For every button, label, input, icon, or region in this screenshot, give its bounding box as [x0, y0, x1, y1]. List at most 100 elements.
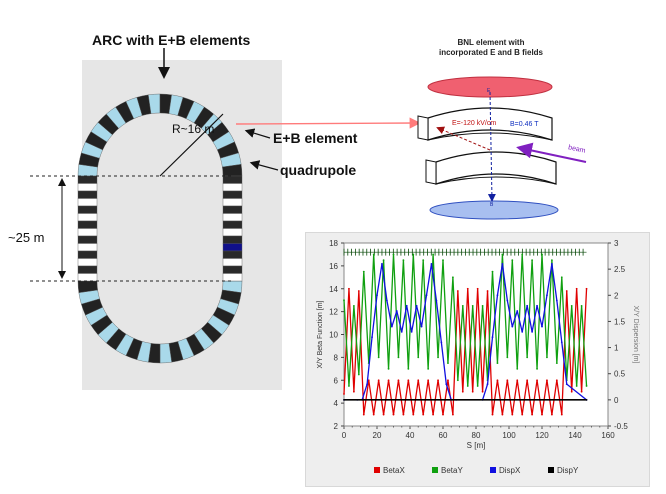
point-betax — [551, 413, 553, 416]
y2-tick-label: 0 — [614, 396, 619, 405]
y2-tick-label: -0.5 — [614, 422, 628, 431]
point-dispx — [435, 299, 438, 302]
radius-label: R~16 m — [172, 122, 215, 136]
point-betax — [456, 290, 459, 292]
plot-svg: 2 4 6 8 10 12 14 16 18 -0.5 0 0.5 1 1.5 2 2.5 3 0 20 40 60 80… — [317, 239, 639, 475]
point-betax — [481, 390, 484, 393]
legend-swatch-dispx — [490, 467, 496, 473]
x-tick-label: 40 — [406, 431, 415, 440]
point-betax — [496, 379, 499, 382]
bnl-title-line1: BNL element with — [457, 38, 525, 47]
point-dispx — [415, 304, 418, 307]
bnl-element-drawing — [417, 76, 587, 220]
point-betax — [541, 413, 543, 416]
point-betax — [452, 413, 454, 416]
straight-magnet-right — [222, 273, 243, 282]
e-marker: E — [487, 88, 491, 94]
point-dispx — [565, 383, 568, 386]
point-dispx — [531, 330, 533, 333]
quad-pointer-arrow — [249, 160, 279, 171]
legend-label-betax: BetaX — [383, 466, 405, 475]
point-betax — [506, 379, 509, 382]
straight-magnet-left — [77, 243, 98, 252]
point-betay — [476, 385, 479, 387]
y-tick-label: 18 — [329, 239, 338, 248]
point-dispx — [390, 325, 393, 328]
straight-magnet-right — [222, 265, 243, 274]
legend-swatch-betax — [374, 467, 380, 473]
point-betay — [422, 259, 425, 262]
y2-tick-label: 2 — [614, 291, 619, 300]
b-marker: B — [490, 202, 494, 208]
point-betax — [501, 413, 504, 416]
point-betay — [392, 253, 395, 256]
point-betay — [521, 253, 524, 256]
point-dispx — [516, 310, 519, 312]
y-axis-label: X/Y Beta Function [m] — [317, 300, 324, 368]
point-betay — [407, 367, 410, 370]
point-betay — [496, 362, 499, 364]
point-dispy — [343, 398, 345, 401]
straight-magnet-right — [222, 243, 243, 252]
point-betax — [437, 379, 439, 382]
x-tick-label: 160 — [601, 431, 615, 440]
point-betax — [432, 413, 434, 416]
point-betax — [516, 379, 519, 382]
x-tick-label: 20 — [373, 431, 382, 440]
point-betax — [476, 287, 479, 290]
point-betay — [382, 259, 385, 262]
point-betax — [387, 379, 390, 382]
top-plate — [427, 76, 553, 98]
point-betax — [531, 413, 533, 416]
straight-magnet-right — [222, 228, 243, 237]
point-dispx — [486, 383, 489, 386]
point-betax — [555, 379, 558, 382]
y2-tick-label: 1.5 — [614, 317, 626, 326]
legend-swatch-betay — [432, 467, 438, 473]
point-betax — [353, 390, 355, 393]
straight-magnet-right — [222, 190, 243, 199]
point-betay — [397, 356, 400, 359]
point-betax — [392, 413, 395, 416]
point-betax — [526, 379, 529, 382]
legend-label-dispx: DispX — [499, 466, 521, 475]
point-betax — [575, 287, 578, 290]
x-tick-label: 60 — [439, 431, 448, 440]
point-betax — [427, 379, 430, 382]
arc-label: ARC with E+B elements — [92, 32, 251, 48]
b-field-arrow — [487, 91, 496, 202]
quadrupole-label: quadrupole — [280, 162, 357, 178]
straight-length-label: ~25 m — [8, 230, 45, 245]
straight-magnet-left — [77, 175, 98, 184]
straight-magnet-left — [77, 265, 98, 274]
point-dispx — [526, 304, 529, 307]
lower-block — [435, 151, 557, 185]
straight-magnet-left — [77, 213, 98, 222]
y-tick-label: 2 — [334, 422, 339, 431]
y2-tick-label: 1 — [614, 344, 619, 353]
point-betax — [447, 379, 449, 382]
straight-magnet-left — [77, 183, 98, 192]
point-betay — [560, 276, 563, 279]
point-betax — [402, 413, 405, 416]
point-betay — [353, 305, 355, 307]
point-dispx — [551, 263, 553, 265]
point-betay — [516, 367, 519, 370]
straight-magnet-right — [222, 250, 243, 259]
link-arrow — [235, 117, 421, 129]
b-field-label: B=0.46 T — [510, 121, 539, 128]
element-pointer-arrow — [244, 128, 271, 139]
straight-magnet-left — [77, 258, 98, 267]
y-tick-label: 12 — [329, 308, 338, 317]
point-betay — [575, 385, 578, 387]
y-tick-label: 10 — [329, 331, 338, 340]
straight-magnet-right — [222, 175, 243, 184]
point-betax — [560, 413, 563, 416]
point-betax — [377, 379, 380, 382]
point-betay — [343, 299, 345, 302]
point-betay — [377, 356, 380, 359]
ring-magnets — [77, 93, 243, 364]
bnl-title-line2: incorporated E and B fields — [438, 48, 543, 57]
y-tick-label: 6 — [334, 376, 339, 385]
point-dispx — [506, 299, 509, 302]
